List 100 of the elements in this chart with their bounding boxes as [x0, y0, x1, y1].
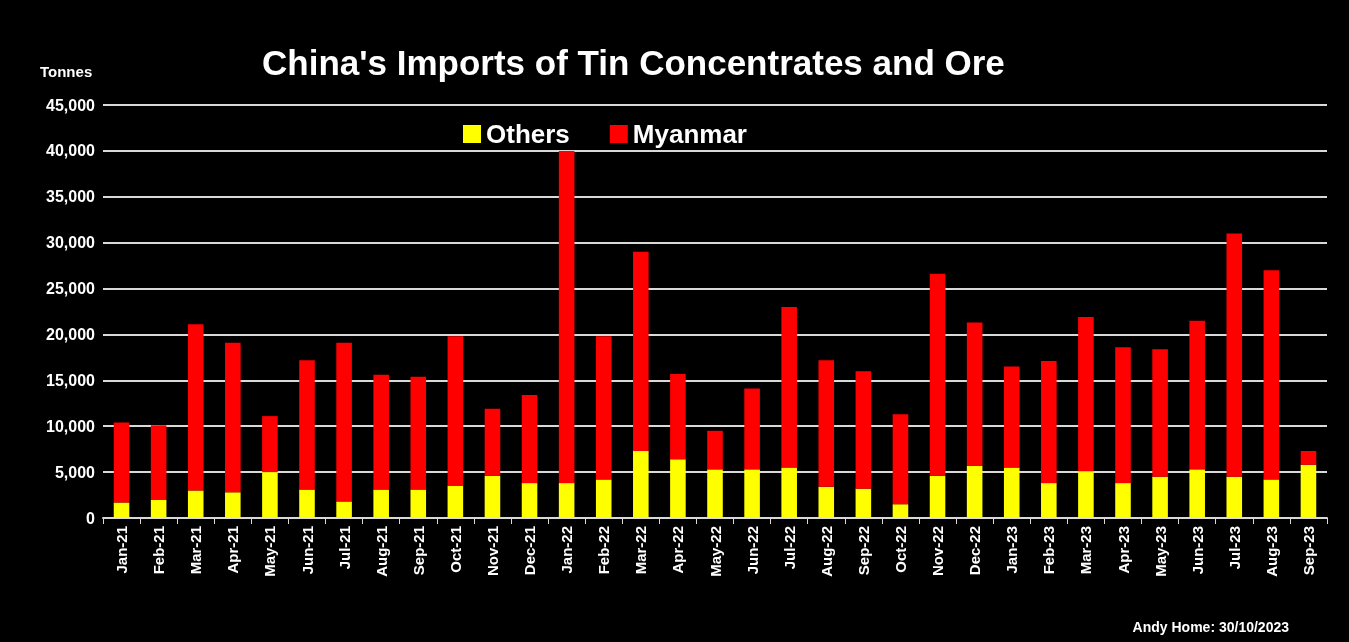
bar: [1115, 483, 1131, 518]
y-tick-label: 45,000: [46, 96, 96, 114]
bar: [966, 322, 983, 466]
bar: [484, 475, 501, 518]
bar: [818, 360, 835, 487]
x-tick-label: Mar-21: [187, 526, 205, 575]
bar: [447, 336, 464, 486]
x-tick-label: Jul-21: [335, 526, 353, 570]
x-tick-label: May-22: [706, 526, 724, 577]
bar: [1152, 476, 1168, 518]
bar: [1003, 467, 1020, 518]
y-tick-label: 40,000: [46, 142, 96, 160]
bar: [521, 395, 538, 484]
x-tick-label: Feb-21: [150, 526, 168, 575]
bar: [929, 273, 946, 476]
bar: [595, 479, 612, 518]
bar: [373, 489, 389, 518]
y-tick-label: 20,000: [46, 325, 96, 343]
bar: [670, 373, 686, 460]
bar: [1003, 366, 1020, 468]
bar: [187, 324, 204, 491]
bar: [1152, 349, 1168, 477]
bar: [336, 501, 352, 518]
x-tick-label: Sep-21: [409, 526, 427, 576]
x-tick-label: Apr-22: [669, 526, 687, 574]
x-tick-label: Jan-23: [1003, 526, 1021, 574]
bar: [633, 251, 649, 451]
x-tick-label: Jun-23: [1188, 526, 1206, 575]
x-tick-label: Dec-21: [521, 526, 539, 576]
bar: [1189, 320, 1205, 470]
bar: [187, 490, 204, 518]
bar: [558, 150, 575, 484]
bar: [1115, 347, 1131, 484]
bar: [781, 306, 797, 468]
bar: [855, 488, 872, 518]
x-tick-label: Mar-23: [1077, 526, 1095, 575]
bar: [929, 475, 946, 518]
x-tick-label: Feb-23: [1040, 526, 1058, 575]
bar: [966, 465, 983, 518]
bar: [744, 469, 760, 518]
bar: [150, 425, 167, 500]
bar: [150, 499, 167, 518]
x-tick-label: Aug-23: [1262, 526, 1280, 577]
x-tick-label: Jul-23: [1225, 526, 1243, 570]
x-tick-label: Oct-21: [446, 526, 464, 573]
x-tick-label: Dec-22: [966, 526, 984, 576]
bar: [1189, 469, 1205, 518]
bar: [1041, 483, 1057, 518]
bar: [1226, 233, 1243, 477]
bar: [484, 408, 501, 476]
bar: [818, 486, 835, 518]
x-tick-label: Mar-22: [632, 526, 650, 575]
bar: [781, 467, 797, 518]
bar: [595, 336, 612, 480]
y-tick-label: 5,000: [54, 463, 96, 481]
x-tick-label: Jun-21: [298, 526, 316, 575]
bar: [1300, 464, 1317, 518]
bar: [373, 374, 389, 490]
bar: [410, 489, 427, 518]
y-axis-title: Tonnes: [40, 63, 93, 80]
bar: [633, 451, 649, 518]
y-tick-label: 10,000: [46, 417, 96, 435]
bar: [262, 472, 278, 518]
x-tick-label: Sep-23: [1299, 526, 1317, 576]
bar: [1078, 317, 1094, 472]
bar: [225, 492, 241, 518]
bar: [707, 430, 723, 470]
bar: [892, 504, 909, 518]
bar: [262, 416, 278, 473]
bar: [1300, 451, 1317, 465]
x-tick-label: Aug-22: [817, 526, 835, 577]
bar: [1263, 270, 1280, 480]
text: Andy Home: 30/10/2023: [1132, 619, 1290, 635]
bar: [299, 489, 315, 518]
x-tick-label: Feb-22: [595, 526, 613, 575]
legend-label: Others: [486, 119, 570, 149]
x-tick-label: May-23: [1151, 526, 1169, 577]
bar: [336, 342, 352, 502]
x-tick-label: Sep-22: [854, 526, 872, 576]
x-tick-label: Jul-22: [780, 526, 798, 570]
bar: [707, 469, 723, 518]
x-tick-label: Apr-23: [1114, 526, 1132, 574]
bar: [299, 360, 315, 490]
bar: [744, 388, 760, 470]
y-tick-label: 0: [86, 509, 96, 527]
x-tick-label: Oct-22: [891, 526, 909, 573]
x-tick-label: Nov-21: [483, 526, 501, 577]
bar: [113, 502, 130, 518]
x-tick-label: Jun-22: [743, 526, 761, 575]
x-tick-label: Nov-22: [929, 526, 947, 577]
bar: [521, 483, 538, 518]
x-tick-label: Jan-21: [113, 526, 131, 574]
bar: [855, 371, 872, 489]
bar: [1041, 361, 1057, 484]
bar: [225, 342, 241, 493]
x-tick-label: Aug-21: [372, 526, 390, 577]
y-tick-label: 35,000: [46, 188, 96, 206]
bar: [1263, 479, 1280, 518]
legend-label: Myanmar: [632, 119, 747, 149]
bar: [892, 414, 909, 505]
